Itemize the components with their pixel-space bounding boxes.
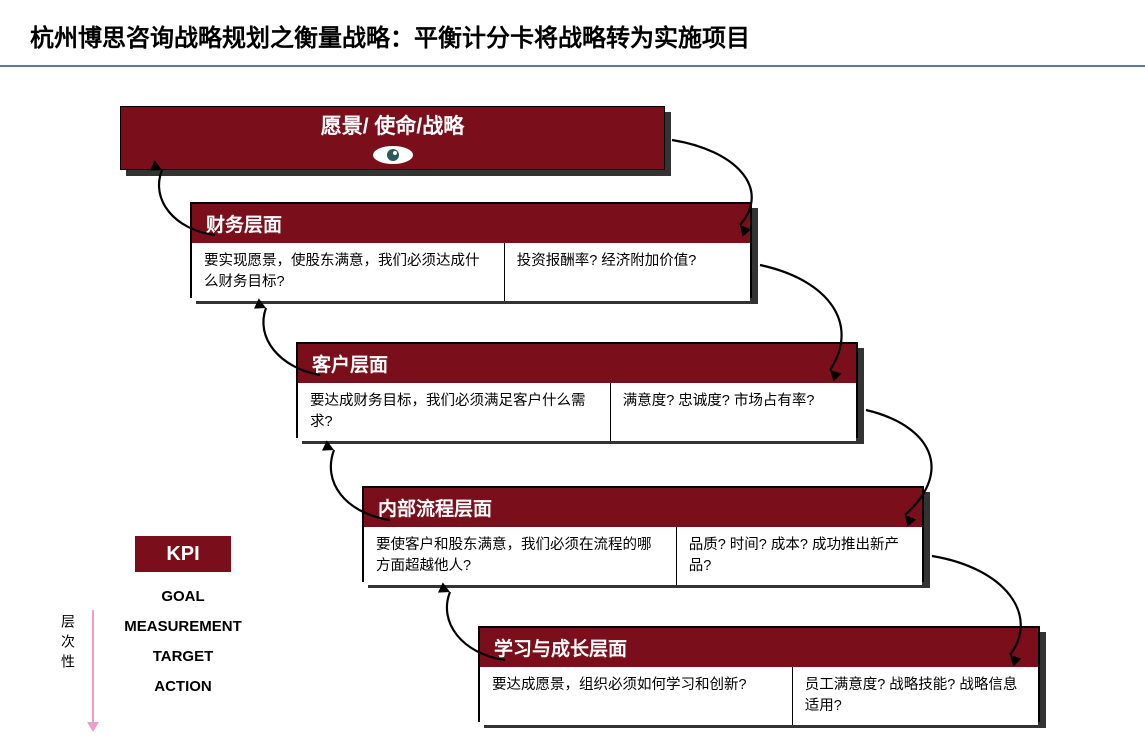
perspective-measures: 投资报酬率? 经济附加价值?: [505, 243, 750, 301]
diagram-canvas: 愿景/ 使命/战略 财务层面 要实现愿景，使股东满意，我们必须达成什么财务目标?…: [0, 70, 1145, 747]
perspective-question: 要使客户和股东满意，我们必须在流程的哪方面超越他人?: [364, 527, 677, 585]
title-underline: [0, 65, 1145, 67]
hierarchy-label: 层次性: [58, 614, 78, 674]
perspective-customer: 客户层面 要达成财务目标，我们必须满足客户什么需求? 满意度? 忠诚度? 市场占…: [296, 342, 858, 438]
kpi-box: KPI: [135, 536, 231, 572]
page-title: 杭州博思咨询战略规划之衡量战略：平衡计分卡将战略转为实施项目: [0, 0, 1145, 53]
perspective-learning: 学习与成长层面 要达成愿景，组织必须如何学习和创新? 员工满意度? 战略技能? …: [478, 626, 1040, 722]
perspective-measures: 员工满意度? 战略技能? 战略信息适用?: [793, 667, 1038, 725]
perspective-question: 要实现愿景，使股东满意，我们必须达成什么财务目标?: [192, 243, 505, 301]
perspective-header: 客户层面: [298, 344, 856, 383]
kpi-list: GOAL MEASUREMENT TARGET ACTION: [108, 582, 258, 702]
perspective-header: 财务层面: [192, 204, 750, 243]
perspective-header: 学习与成长层面: [480, 628, 1038, 667]
kpi-item: TARGET: [108, 642, 258, 672]
perspective-financial: 财务层面 要实现愿景，使股东满意，我们必须达成什么财务目标? 投资报酬率? 经济…: [190, 202, 752, 298]
kpi-item: ACTION: [108, 672, 258, 702]
perspective-question: 要达成愿景，组织必须如何学习和创新?: [480, 667, 793, 725]
vision-box: 愿景/ 使命/战略: [120, 106, 665, 170]
perspective-header: 内部流程层面: [364, 488, 922, 527]
perspective-measures: 满意度? 忠诚度? 市场占有率?: [611, 383, 856, 441]
vision-label: 愿景/ 使命/战略: [321, 110, 465, 140]
perspective-question: 要达成财务目标，我们必须满足客户什么需求?: [298, 383, 611, 441]
perspective-internal: 内部流程层面 要使客户和股东满意，我们必须在流程的哪方面超越他人? 品质? 时间…: [362, 486, 924, 582]
hierarchy-arrow: [92, 610, 94, 724]
eye-icon: [371, 144, 415, 166]
kpi-item: GOAL: [108, 582, 258, 612]
kpi-item: MEASUREMENT: [108, 612, 258, 642]
perspective-measures: 品质? 时间? 成本? 成功推出新产品?: [677, 527, 922, 585]
